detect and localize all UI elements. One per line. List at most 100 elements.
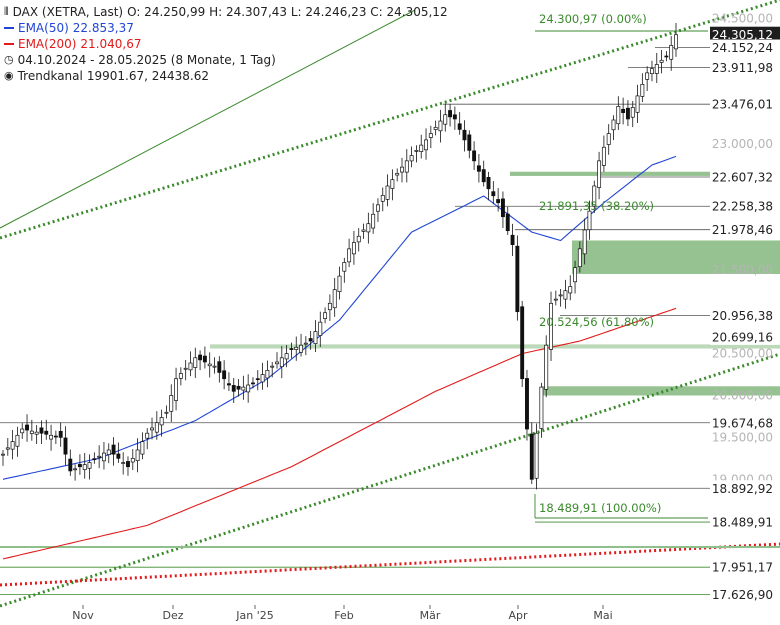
candle-body	[380, 195, 385, 202]
price-level-label: 17.626,90	[712, 588, 773, 602]
candle-body	[342, 262, 347, 272]
candle-body	[587, 210, 592, 231]
candle-body	[558, 294, 563, 297]
candle-body	[457, 123, 462, 130]
fib-level-label: 21.891,35 (38.20%)	[539, 199, 654, 213]
candle-body	[371, 213, 376, 229]
candle-body	[39, 427, 44, 434]
support-zone	[572, 240, 780, 274]
candle-body	[284, 353, 289, 360]
candle-body	[356, 235, 361, 243]
ohlc-values: O: 24.250,99 H: 24.307,43 L: 24.246,23 C…	[127, 5, 448, 19]
candle-body	[73, 468, 78, 471]
candle-body	[553, 298, 558, 301]
candle-body	[376, 204, 380, 212]
candle-body	[635, 95, 640, 113]
candle-body	[154, 422, 159, 433]
candle-body	[116, 453, 121, 459]
trend-channel-upper	[0, 0, 780, 240]
price-level-label: 22.607,32	[712, 170, 773, 184]
candle-body	[486, 176, 491, 190]
price-level-label: 20.699,16	[712, 330, 773, 344]
candle-body	[366, 223, 371, 233]
candle-body	[226, 383, 231, 386]
trend-row: ◉ Trendkanal 19901.67, 24438.62	[4, 68, 448, 84]
candle-body	[198, 354, 203, 361]
candle-body	[135, 449, 140, 461]
price-level-box	[710, 59, 780, 76]
candle-body	[231, 385, 236, 392]
price-level-label: 21.978,46	[712, 223, 773, 237]
fib-level-label: 24.300,97 (0.00%)	[539, 12, 647, 26]
candle-body	[34, 431, 39, 435]
candle-body	[361, 229, 366, 232]
ema50-value: 22.853,37	[72, 21, 134, 35]
candle-body	[510, 234, 515, 245]
candle-body	[390, 179, 395, 189]
candle-body	[625, 107, 630, 120]
candle-body	[164, 411, 169, 414]
candle-body	[592, 185, 597, 207]
period-row: ◷ 04.10.2024 - 28.05.2025 (8 Monate, 1 T…	[4, 52, 448, 68]
candle-body	[597, 160, 602, 188]
candle-body	[251, 382, 255, 385]
candle-body	[121, 462, 126, 464]
price-level-box	[710, 586, 780, 603]
candle-body	[419, 144, 424, 152]
candle-body	[236, 385, 241, 390]
candle-body	[433, 126, 438, 130]
chart-legend: ⫴ DAX (XETRA, Last) O: 24.250,99 H: 24.3…	[4, 4, 448, 84]
candle-body	[308, 338, 313, 342]
x-tick-label: Feb	[334, 609, 353, 622]
candle-body	[188, 362, 193, 371]
candle-body	[443, 114, 448, 125]
x-tick-label: Mär	[420, 609, 441, 622]
candle-body	[202, 355, 207, 363]
price-level-label: 18.489,91	[712, 516, 773, 530]
instrument-row: ⫴ DAX (XETRA, Last) O: 24.250,99 H: 24.3…	[4, 4, 448, 20]
candle-body	[217, 361, 222, 373]
candle-body	[303, 342, 308, 345]
price-level-label: 19.674,68	[712, 416, 773, 430]
candle-body	[106, 449, 111, 455]
candle-body	[15, 434, 20, 447]
candle-body	[476, 165, 481, 172]
candle-body	[29, 430, 34, 434]
candle-body	[318, 321, 323, 336]
price-level-label: 23.476,01	[712, 98, 773, 112]
price-level-label: 17.951,17	[712, 561, 773, 575]
candlestick-icon: ⫴	[4, 5, 9, 18]
candle-body	[539, 386, 544, 429]
candle-body	[467, 134, 472, 151]
candle-body	[111, 444, 116, 455]
price-level-label: 22.258,38	[712, 200, 773, 214]
candle-body	[222, 370, 227, 380]
candle-body	[400, 166, 404, 173]
candle-body	[525, 378, 529, 430]
candle-body	[630, 107, 635, 118]
candle-body	[1, 453, 5, 456]
candle-body	[674, 34, 678, 50]
candle-body	[10, 441, 15, 450]
price-level-label: 23.911,98	[712, 61, 773, 75]
candle-body	[424, 139, 428, 151]
candle-body	[140, 441, 145, 455]
candle-body	[577, 248, 582, 268]
candle-body	[481, 169, 486, 183]
candle-body	[5, 447, 10, 450]
candle-body	[529, 433, 534, 480]
candle-body	[294, 346, 299, 350]
ema50-row: EMA(50) 22.853,37	[4, 20, 448, 36]
candle-body	[645, 72, 650, 80]
candle-body	[207, 363, 212, 367]
candle-body	[174, 378, 179, 401]
candle-body	[534, 432, 539, 479]
candle-body	[640, 84, 645, 97]
candle-body	[650, 68, 654, 75]
price-level-box	[710, 328, 780, 345]
candle-body	[385, 185, 390, 200]
candle-body	[77, 464, 82, 468]
clock-icon: ◷	[4, 53, 14, 66]
candle-body	[58, 430, 63, 438]
